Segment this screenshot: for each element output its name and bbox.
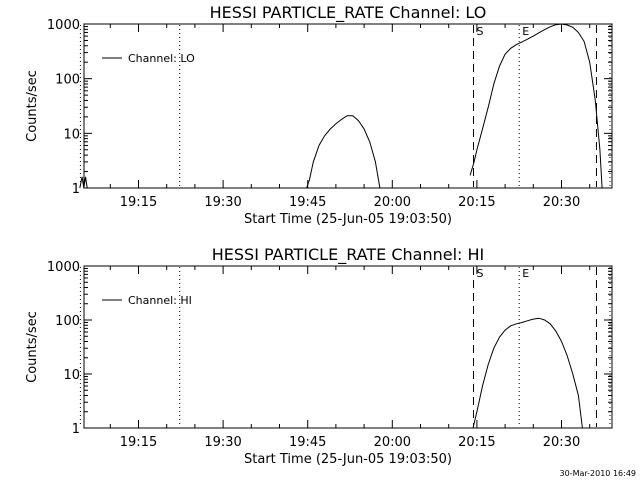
chart2-plot-frame [83,265,613,429]
chart1-x-axis-label: Start Time (25-Jun-05 19:03:50) [244,212,452,227]
chart2-x-tick-label: 19:45 [289,435,326,450]
chart1-x-tick-label: 20:30 [543,195,580,210]
chart2-y-tick-label: 10 [63,368,80,383]
chart2-x-tick-label: 19:15 [120,435,157,450]
chart2-title: HESSI PARTICLE_RATE Channel: HI [212,245,485,265]
chart1-x-tick-label: 19:45 [289,195,326,210]
chart2-x-tick-label: 20:00 [374,435,411,450]
chart1-series-line [469,23,603,189]
chart1-x-tick-label: 20:00 [374,195,411,210]
chart2-x-tick-label: 20:30 [543,435,580,450]
chart2-marker-label: E [522,267,529,280]
chart1-marker-label: E [522,25,529,38]
chart1-series-line [306,115,381,189]
chart1-x-tick-label: 19:30 [204,195,241,210]
chart1-y-tick-label: 100 [55,73,80,88]
chart2-x-tick-label: 20:15 [458,435,495,450]
chart2-x-axis-label: Start Time (25-Jun-05 19:03:50) [244,452,452,467]
chart1-y-tick-label: 10 [63,127,80,142]
chart1-x-tick-label: 19:15 [120,195,157,210]
chart1-y-tick-label: 1 [72,182,80,197]
chart1-plot-frame [83,23,613,189]
chart1-x-tick-label: 20:15 [458,195,495,210]
chart2-series-line [472,317,583,429]
chart1-title: HESSI PARTICLE_RATE Channel: LO [210,3,487,23]
chart2-y-tick-label: 1 [72,422,80,437]
chart1-series-line [79,176,88,189]
chart1-legend-label: Channel: LO [128,52,195,65]
chart2-legend-label: Channel: HI [128,294,192,307]
chart1-marker-label: S [477,25,484,38]
chart1-y-axis-label: Counts/sec [25,70,40,142]
chart1-y-tick-label: 1000 [47,18,80,33]
timestamp: 30-Mar-2010 16:49 [559,469,637,478]
chart2-x-tick-label: 19:30 [204,435,241,450]
chart2-y-tick-label: 1000 [47,260,80,275]
chart2-y-axis-label: Counts/sec [25,311,40,383]
chart2-y-tick-label: 100 [55,314,80,329]
chart2-marker-label: S [477,267,484,280]
